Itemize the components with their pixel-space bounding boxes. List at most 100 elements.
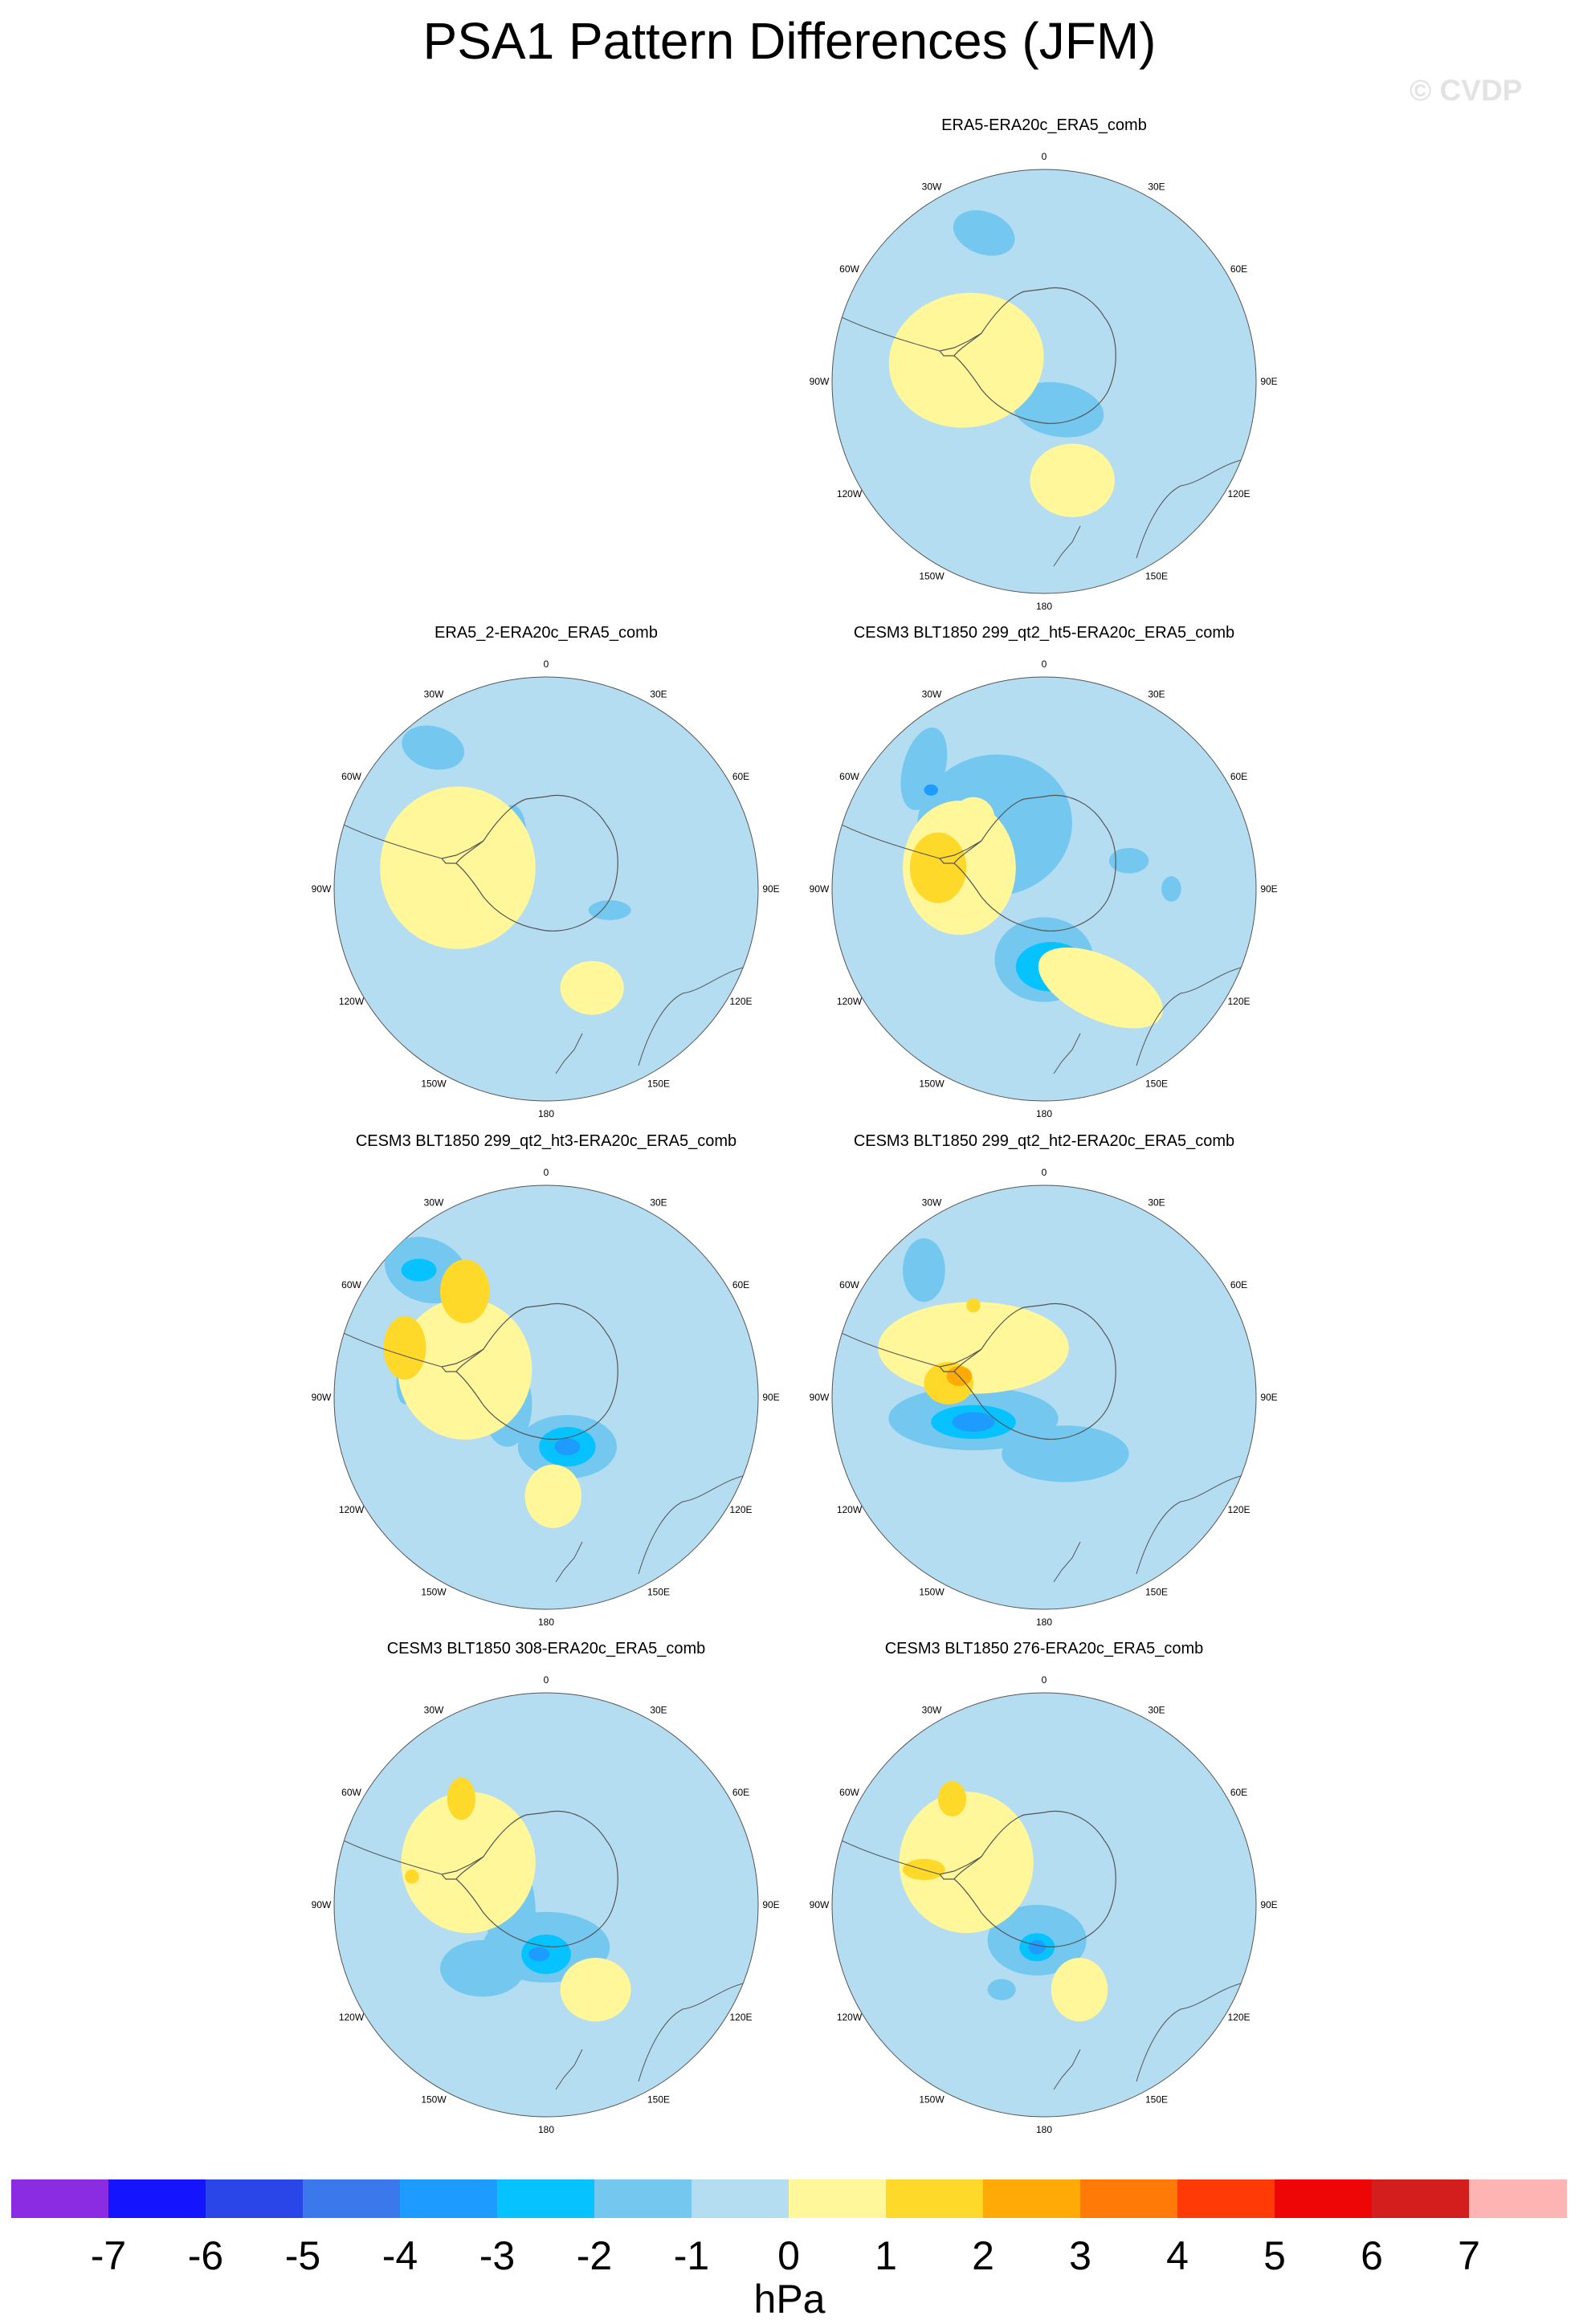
australia-coastline	[638, 1473, 756, 1575]
longitude-label: 0	[1042, 658, 1047, 670]
colorbar-swatch	[206, 2179, 304, 2218]
longitude-label: 0	[1042, 1674, 1047, 1686]
longitude-label: 30E	[1148, 689, 1165, 700]
positive-anomaly	[560, 960, 624, 1015]
longitude-label: 180	[1036, 2124, 1052, 2135]
longitude-label: 30E	[1148, 1197, 1165, 1209]
longitude-label: 60E	[1230, 1279, 1247, 1290]
longitude-label: 150E	[1145, 2094, 1168, 2106]
longitude-label: 180	[538, 1108, 554, 1119]
figure-title: PSA1 Pattern Differences (JFM)	[422, 12, 1157, 70]
peninsula-coastline	[440, 840, 484, 864]
positive-anomaly	[447, 1777, 475, 1820]
longitude-label: 90E	[762, 1899, 779, 1910]
map-background	[831, 676, 1257, 1102]
south-america-coastline	[832, 1824, 940, 1875]
longitude-label: 150W	[919, 571, 945, 582]
map-background	[831, 1184, 1257, 1610]
longitude-label: 90E	[1260, 883, 1277, 895]
peninsula-coastline	[938, 1856, 982, 1880]
new-zealand-coastline	[1053, 525, 1081, 567]
longitude-label: 120W	[837, 488, 863, 499]
longitude-label: 60E	[1230, 771, 1247, 782]
panel-title: CESM3 BLT1850 308-ERA20c_ERA5_comb	[386, 1640, 706, 1657]
longitude-label: 180	[1036, 1617, 1052, 1628]
panel-title: ERA5-ERA20c_ERA5_comb	[941, 116, 1147, 134]
positive-anomaly	[401, 1792, 536, 1934]
colorbar-swatch	[1080, 2179, 1178, 2218]
south-america-coastline	[334, 808, 443, 859]
negative-anomaly	[1002, 1425, 1129, 1482]
longitude-label: 0	[1042, 1167, 1047, 1178]
colorbar-tick-label: 4	[1166, 2233, 1189, 2278]
colorbar-swatch	[303, 2179, 401, 2218]
colorbar-swatch	[400, 2179, 498, 2218]
longitude-label: 30W	[922, 181, 942, 193]
colorbar-swatch	[692, 2179, 790, 2218]
longitude-label: 90W	[312, 1899, 332, 1910]
longitude-label: 60W	[839, 771, 859, 782]
longitude-label: 90W	[810, 1899, 830, 1910]
new-zealand-coastline	[1053, 2049, 1081, 2090]
negative-anomaly	[953, 210, 1015, 256]
map-background	[831, 169, 1257, 594]
longitude-label: 180	[1036, 601, 1052, 612]
positive-anomaly	[1038, 947, 1163, 1029]
panel-title: CESM3 BLT1850 299_qt2_ht3-ERA20c_ERA5_co…	[355, 1132, 737, 1150]
longitude-label: 90E	[762, 1392, 779, 1403]
new-zealand-coastline	[555, 1033, 583, 1074]
longitude-label: 120E	[729, 2012, 752, 2023]
colorbar-tick-label: -3	[479, 2233, 516, 2278]
longitude-label: 60W	[341, 1279, 361, 1290]
colorbar-units: hPa	[753, 2277, 826, 2322]
longitude-label: 150E	[647, 1587, 670, 1598]
longitude-label: 30W	[922, 689, 942, 700]
polar-map: 0 30E 60E 90E 120E 150E 180 150W 120W 90W 60W 30W	[312, 658, 780, 1119]
polar-map: 0 30E 60E 90E 120E 150E 180 150W 120W 90W 60W 30W	[810, 1674, 1278, 2135]
colorbar-swatch	[11, 2179, 109, 2218]
longitude-label: 120W	[339, 1504, 365, 1515]
longitude-label: 120E	[1227, 2012, 1250, 2023]
longitude-label: 90E	[1260, 1899, 1277, 1910]
south-america-coastline	[832, 808, 940, 859]
negative-anomaly	[588, 900, 631, 920]
longitude-label: 30E	[650, 689, 667, 700]
colorbar-tick-label: 2	[972, 2233, 994, 2278]
longitude-label: 120W	[837, 2012, 863, 2023]
longitude-label: 30W	[424, 689, 444, 700]
polar-map: 0 30E 60E 90E 120E 150E 180 150W 120W 90W 60W 30W	[810, 658, 1278, 1119]
longitude-label: 120W	[837, 1504, 863, 1515]
colorbar-tick-label: -2	[576, 2233, 613, 2278]
longitude-label: 120W	[339, 996, 365, 1007]
longitude-label: 60E	[732, 771, 749, 782]
longitude-label: 30W	[922, 1705, 942, 1716]
longitude-label: 90E	[1260, 1392, 1277, 1403]
longitude-label: 60E	[732, 1787, 749, 1798]
longitude-label: 30W	[922, 1197, 942, 1209]
longitude-label: 150E	[647, 1078, 670, 1090]
colorbar-tick-label: 3	[1069, 2233, 1091, 2278]
colorbar-swatch	[789, 2179, 887, 2218]
longitude-label: 150W	[919, 1587, 945, 1598]
longitude-label: 120E	[729, 1504, 752, 1515]
longitude-label: 120E	[1227, 1504, 1250, 1515]
south-america-coastline	[832, 1316, 940, 1368]
longitude-label: 180	[1036, 1108, 1052, 1119]
new-zealand-coastline	[1053, 1033, 1081, 1074]
peninsula-coastline	[440, 1348, 484, 1372]
positive-anomaly	[383, 1315, 426, 1380]
colorbar-tick-label: -4	[381, 2233, 418, 2278]
map-panel-cesm3-276: CESM3 BLT1850 276-ERA20c_ERA5_comb 0 30E 6…	[803, 1640, 1285, 2138]
positive-anomaly	[398, 1298, 532, 1440]
positive-anomaly	[888, 292, 1044, 428]
south-america-coastline	[334, 1316, 443, 1368]
longitude-label: 30E	[650, 1705, 667, 1716]
new-zealand-coastline	[1053, 1541, 1081, 1583]
colorbar-tick-label: 7	[1458, 2233, 1480, 2278]
panel-title: CESM3 BLT1850 299_qt2_ht5-ERA20c_ERA5_co…	[853, 624, 1235, 642]
colorbar-tick-label: 0	[777, 2233, 800, 2278]
colorbar-swatch	[497, 2179, 595, 2218]
longitude-label: 120W	[837, 996, 863, 1007]
negative-anomaly	[1108, 847, 1149, 874]
colorbar-swatch	[1372, 2179, 1470, 2218]
